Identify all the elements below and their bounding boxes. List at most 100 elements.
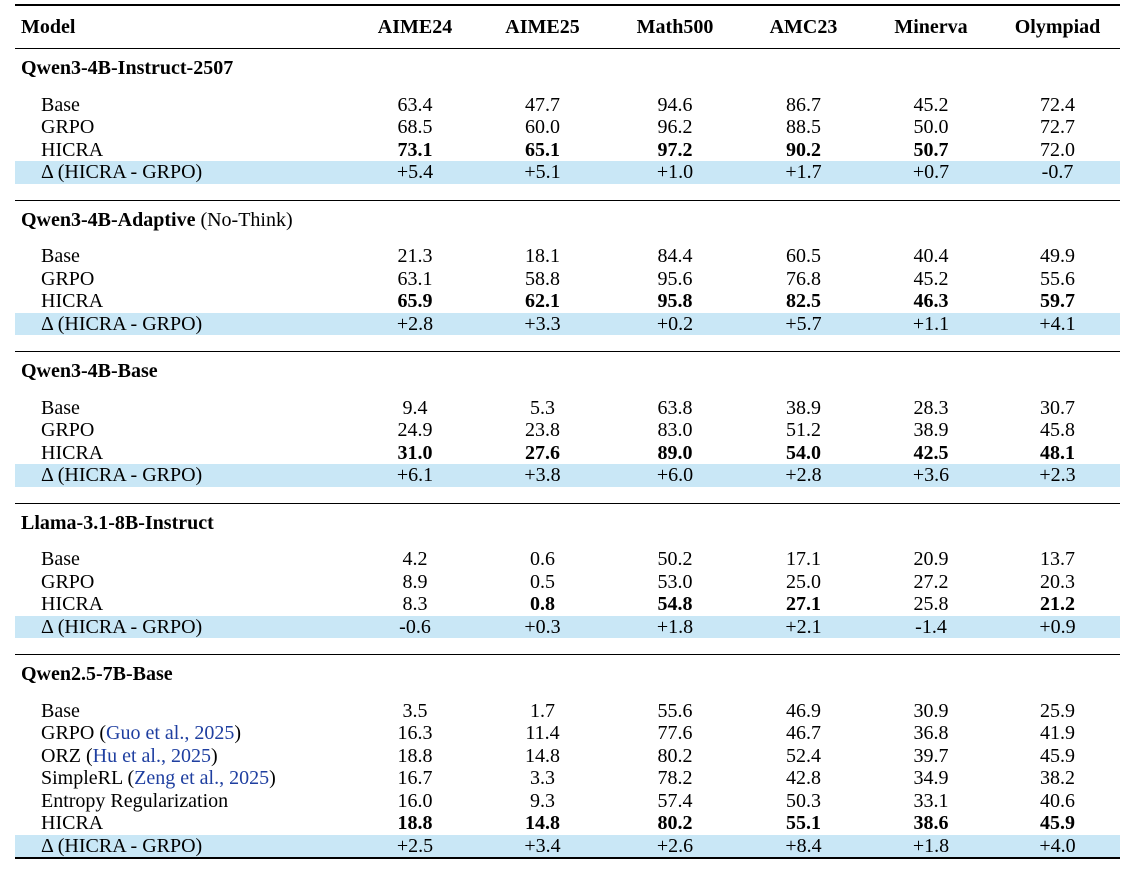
value-cell: 55.6: [610, 700, 740, 723]
value: 20.9: [913, 548, 949, 571]
data-row: Base 63.4 47.7 94.6 86.7 45.2 72.4: [15, 94, 1120, 117]
data-row: Entropy Regularization 16.0 9.3 57.4 50.3 33.…: [15, 790, 1120, 813]
value-cell: 65.1: [475, 139, 610, 162]
value: 55.6: [657, 699, 693, 722]
row-label-cell: GRPO: [15, 116, 355, 139]
value: +5.1: [524, 161, 561, 184]
value-cell: 50.2: [610, 548, 740, 571]
value: 46.3: [913, 290, 949, 313]
value-cell: 38.9: [740, 397, 867, 420]
row-label: Base: [41, 548, 80, 571]
value-cell: 23.8: [475, 419, 610, 442]
value: +1.8: [656, 615, 694, 638]
value: 0.5: [530, 570, 555, 593]
row-label-cell: HICRA: [15, 139, 355, 162]
data-row: GRPO 8.9 0.5 53.0 25.0 27.2 20.3: [15, 571, 1120, 594]
row-label-cell: Base: [15, 245, 355, 268]
value-cell: +6.0: [610, 464, 740, 487]
value: 82.5: [786, 290, 821, 313]
value: +1.7: [785, 161, 822, 184]
value: +1.8: [912, 834, 950, 857]
value-cell: 27.1: [740, 593, 867, 616]
value-cell: 62.1: [475, 290, 610, 313]
value: +6.1: [396, 464, 434, 487]
value-cell: -0.7: [995, 161, 1120, 184]
value: 16.0: [397, 789, 433, 812]
value-cell: 18.8: [355, 745, 475, 768]
value-cell: 53.0: [610, 571, 740, 594]
value-cell: 13.7: [995, 548, 1120, 571]
value: +2.3: [1039, 464, 1076, 487]
value: 62.1: [525, 290, 560, 313]
spacer-cell: [15, 184, 1120, 201]
value: 96.2: [657, 116, 693, 139]
value: 88.5: [786, 116, 821, 139]
value-cell: 25.9: [995, 700, 1120, 723]
value-cell: 86.7: [740, 94, 867, 117]
value: 20.3: [1040, 570, 1075, 593]
group-title-note: (No-Think): [200, 208, 293, 231]
value-cell: +6.1: [355, 464, 475, 487]
value-cell: +0.2: [610, 312, 740, 335]
value-cell: 95.6: [610, 268, 740, 291]
value-cell: +2.8: [740, 464, 867, 487]
value: +5.7: [785, 312, 822, 335]
spacer-row: [15, 487, 1120, 504]
value: 65.9: [397, 290, 433, 313]
table-header: Model AIME24 AIME25 Math500 AMC23 Minerva Olym…: [15, 5, 1120, 49]
value: 63.1: [397, 267, 433, 290]
value: 78.2: [657, 767, 693, 790]
value: 55.1: [786, 812, 821, 835]
value: 18.8: [397, 812, 433, 835]
value-cell: 54.0: [740, 442, 867, 465]
value: 60.5: [786, 245, 821, 268]
value-cell: +2.8: [355, 312, 475, 335]
value-cell: +2.3: [995, 464, 1120, 487]
value-cell: 46.3: [867, 290, 995, 313]
value-cell: 45.9: [995, 812, 1120, 835]
value-cell: 47.7: [475, 94, 610, 117]
value: 41.9: [1040, 722, 1075, 745]
value-cell: 28.3: [867, 397, 995, 420]
value: 40.6: [1040, 789, 1075, 812]
row-label: GRPO: [41, 267, 95, 290]
value: 24.9: [397, 419, 433, 442]
value-cell: 63.1: [355, 268, 475, 291]
value: 38.9: [913, 419, 949, 442]
value: 53.0: [657, 570, 693, 593]
value: 38.6: [913, 812, 949, 835]
group-title-row: Qwen3-4B-Instruct-2507: [15, 49, 1120, 94]
data-row: HICRA 31.0 27.6 89.0 54.0 42.5 48.1: [15, 442, 1120, 465]
value-cell: 45.2: [867, 94, 995, 117]
value: 46.7: [786, 722, 821, 745]
value: 27.6: [525, 441, 560, 464]
value-cell: 96.2: [610, 116, 740, 139]
value-cell: +5.1: [475, 161, 610, 184]
row-label: Δ (HICRA - GRPO): [41, 615, 203, 638]
value: 23.8: [525, 419, 560, 442]
value-cell: 59.7: [995, 290, 1120, 313]
value: 8.3: [402, 593, 428, 616]
value: +6.0: [656, 464, 694, 487]
value: 30.7: [1040, 396, 1075, 419]
value: 95.8: [657, 290, 693, 313]
value: 3.5: [402, 699, 428, 722]
value-cell: 84.4: [610, 245, 740, 268]
value-cell: 30.7: [995, 397, 1120, 420]
value-cell: 63.8: [610, 397, 740, 420]
value-cell: 50.0: [867, 116, 995, 139]
value-cell: 50.7: [867, 139, 995, 162]
value: 18.1: [525, 245, 560, 268]
value: 50.7: [913, 138, 949, 161]
value-cell: +1.0: [610, 161, 740, 184]
value-cell: 41.9: [995, 722, 1120, 745]
value: 4.2: [402, 548, 428, 571]
data-row: GRPO (Guo et al., 2025) 16.3 11.4 77.6 46.7 3…: [15, 722, 1120, 745]
value-cell: 95.8: [610, 290, 740, 313]
value-cell: +1.8: [867, 834, 995, 858]
row-label-cell: HICRA: [15, 442, 355, 465]
value: 45.8: [1040, 419, 1075, 442]
row-label: ): [210, 744, 218, 767]
value-cell: 50.3: [740, 790, 867, 813]
value-cell: 5.3: [475, 397, 610, 420]
